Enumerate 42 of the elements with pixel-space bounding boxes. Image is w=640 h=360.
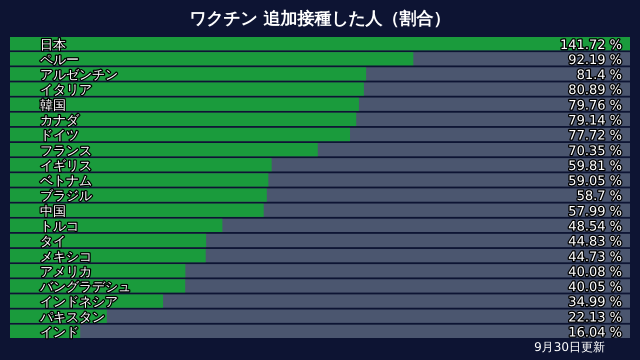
y-tick-label: メキシコ — [40, 250, 92, 265]
y-tick-label: トルコ — [40, 220, 79, 235]
data-label: 141.72 % — [560, 38, 622, 53]
y-tick-label: カナダ — [40, 114, 80, 129]
y-tick-label: 日本 — [40, 38, 66, 53]
data-label: 44.73 % — [568, 250, 622, 265]
y-tick-label: ドイツ — [40, 128, 79, 144]
y-tick-label: 韓国 — [40, 98, 66, 114]
y-tick-label: イタリア — [40, 83, 92, 98]
y-tick-label: ベトナム — [40, 174, 92, 190]
data-label: 79.14 % — [568, 114, 622, 129]
y-tick-label: ブラジル — [40, 189, 92, 204]
data-label: 48.54 % — [568, 220, 622, 235]
y-tick-label: ペルー — [40, 52, 79, 68]
y-tick-label: 中国 — [40, 204, 66, 220]
data-label: 57.99 % — [568, 204, 622, 220]
data-label: 22.13 % — [568, 310, 622, 326]
y-tick-label: バングラデシュ — [39, 280, 131, 296]
data-label: 59.81 % — [568, 158, 622, 174]
y-tick-label: インドネシア — [40, 295, 118, 310]
y-tick-label: パキスタン — [39, 310, 105, 326]
y-tick-label: フランス — [40, 144, 92, 159]
data-label: 34.99 % — [568, 295, 622, 310]
y-tick-label: イギリス — [40, 158, 92, 174]
data-label: 70.35 % — [568, 144, 622, 159]
data-label: 40.08 % — [568, 264, 622, 280]
y-tick-label: インド — [40, 326, 79, 340]
y-tick-label: アメリカ — [40, 264, 92, 280]
data-label: 44.83 % — [568, 234, 622, 250]
data-label: 92.19 % — [568, 52, 622, 68]
data-label: 58.7 % — [576, 189, 622, 204]
y-tick-label: タイ — [40, 234, 66, 250]
data-label: 16.04 % — [568, 326, 622, 340]
data-label: 77.72 % — [568, 128, 622, 144]
data-label: 79.76 % — [568, 98, 622, 114]
chart-title: ワクチン 追加接種した人（割合） — [190, 9, 450, 29]
y-tick-label: アルゼンチン — [40, 68, 118, 84]
annotation: 9月30日更新 — [534, 340, 605, 354]
data-label: 80.89 % — [568, 83, 622, 98]
data-label: 59.05 % — [568, 174, 622, 190]
data-label: 81.4 % — [576, 68, 622, 84]
data-label: 40.05 % — [568, 280, 622, 296]
